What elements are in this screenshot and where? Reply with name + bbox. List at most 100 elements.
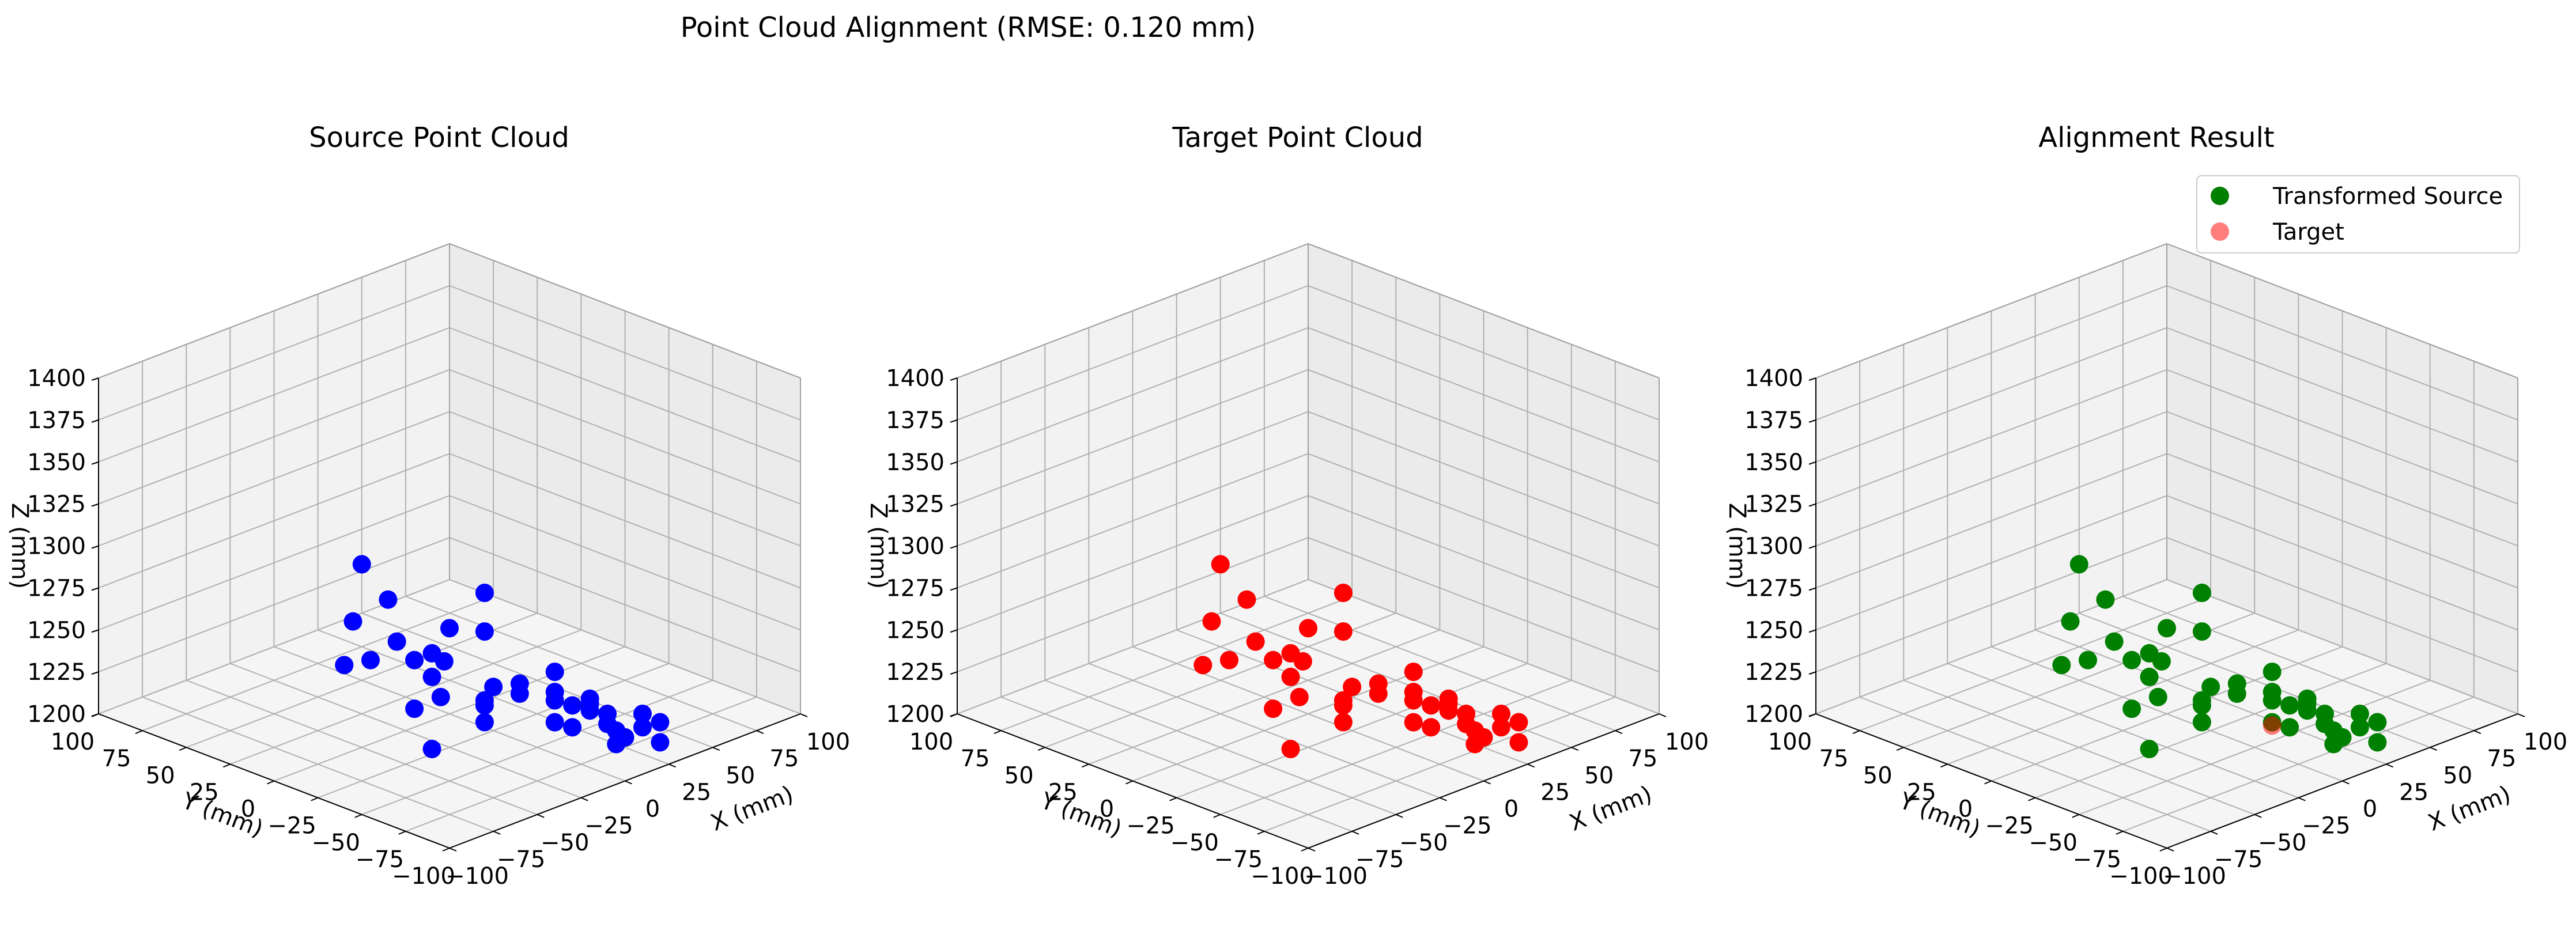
grid-line-z-back	[98, 285, 450, 421]
data-point	[2192, 622, 2211, 641]
data-point	[387, 632, 406, 651]
data-point	[2078, 650, 2097, 669]
x-tick-label: −25	[1443, 813, 1491, 839]
z-tick-label: 1375	[886, 407, 945, 434]
x-tick-mark	[2298, 797, 2306, 801]
grid-line-z-side	[449, 327, 801, 463]
z-tick-label: 1325	[1744, 491, 1803, 518]
y-tick-mark	[1852, 730, 1860, 735]
data-point	[1491, 704, 1510, 723]
data-point	[633, 718, 652, 737]
x-tick-mark	[493, 830, 501, 835]
grid-line-z-side	[2166, 327, 2518, 463]
y-tick-label: −75	[2073, 846, 2121, 873]
y-tick-mark	[1169, 797, 1177, 801]
data-point	[2192, 713, 2211, 732]
z-tick-mark	[950, 503, 958, 507]
y-tick-mark	[398, 830, 406, 835]
grid-line-z-back	[957, 453, 1309, 589]
y-tick-mark	[1257, 830, 1265, 835]
data-point	[1465, 735, 1485, 754]
data-point	[2263, 663, 2282, 682]
data-point	[1457, 705, 1476, 724]
grid-line-z-side	[449, 285, 801, 421]
grid-line-z-side	[2166, 579, 2518, 714]
grid-line-z-side	[2166, 537, 2518, 673]
z-tick-mark	[1808, 377, 1816, 381]
z-tick-mark	[91, 461, 99, 465]
x-tick-label: 50	[726, 762, 755, 789]
z-tick-label: 1200	[886, 701, 945, 728]
z-tick-mark	[1808, 503, 1816, 507]
data-point	[1491, 718, 1510, 737]
z-tick-mark	[1808, 545, 1816, 549]
z-tick-label: 1350	[886, 449, 945, 476]
z-tick-label: 1350	[27, 449, 86, 476]
data-point	[484, 678, 503, 697]
z-tick-label: 1400	[27, 365, 86, 392]
y-tick-mark	[1301, 848, 1309, 852]
data-point	[2122, 650, 2141, 669]
data-point	[1422, 696, 1441, 715]
data-point	[1334, 584, 1353, 603]
y-tick-mark	[2072, 814, 2080, 818]
z-tick-mark	[91, 713, 99, 717]
data-point	[1404, 713, 1423, 732]
x-tick-label: 0	[2363, 796, 2377, 823]
data-point	[2122, 699, 2141, 718]
grid-line-z-side	[449, 495, 801, 631]
data-point	[1509, 713, 1528, 732]
data-point	[405, 699, 424, 718]
grid-line-z-side	[1308, 579, 1660, 714]
data-point	[1281, 740, 1300, 759]
grid-line-y-floor	[1991, 646, 2343, 782]
axes-title: Source Point Cloud	[309, 122, 569, 154]
data-point	[1343, 678, 1362, 697]
data-point	[361, 650, 380, 669]
data-point	[335, 656, 354, 675]
data-point	[545, 663, 564, 682]
data-point	[2263, 683, 2282, 702]
x-tick-mark	[2166, 848, 2174, 852]
x-tick-mark	[1308, 848, 1316, 852]
data-point	[2263, 716, 2282, 735]
z-tick-mark	[91, 545, 99, 549]
data-point	[1290, 687, 1309, 706]
data-point	[422, 667, 441, 686]
y-tick-label: 75	[1819, 746, 1849, 772]
data-point	[440, 619, 459, 638]
data-point	[1334, 622, 1353, 641]
y-tick-mark	[311, 797, 319, 801]
z-tick-label: 1375	[1744, 407, 1803, 434]
z-tick-mark	[1808, 461, 1816, 465]
y-tick-mark	[994, 730, 1002, 735]
y-tick-mark	[1037, 747, 1045, 751]
y-tick-label: 50	[146, 762, 175, 789]
grid-line-z-back	[957, 327, 1309, 463]
data-point	[1299, 619, 1317, 638]
panels: −100−75−50−250255075100−100−75−50−250255…	[6, 122, 2567, 890]
x-tick-label: 25	[2399, 779, 2428, 805]
grid-line-y-floor	[2079, 679, 2431, 815]
y-tick-label: −50	[312, 830, 360, 856]
z-tick-mark	[950, 713, 958, 717]
x-tick-label: 75	[1628, 746, 1657, 772]
z-tick-mark	[91, 377, 99, 381]
data-point	[1404, 683, 1423, 702]
grid-line-z-back	[98, 537, 450, 673]
grid-line-z-back	[98, 495, 450, 631]
y-tick-label: 0	[1958, 796, 1973, 823]
grid-line-z-side	[449, 537, 801, 673]
x-tick-mark	[1483, 780, 1491, 785]
x-tick-mark	[1439, 797, 1447, 801]
z-tick-label: 1325	[886, 491, 945, 518]
x-tick-mark	[1571, 747, 1579, 751]
data-point	[2148, 687, 2167, 706]
grid-line-z-back	[98, 453, 450, 589]
data-point	[651, 713, 670, 732]
data-point	[475, 622, 494, 641]
z-tick-label: 1400	[1744, 365, 1803, 392]
grid-line-z-back	[98, 411, 450, 547]
grid-line-z-side	[2166, 285, 2518, 421]
legend-label: Target	[2272, 219, 2344, 245]
